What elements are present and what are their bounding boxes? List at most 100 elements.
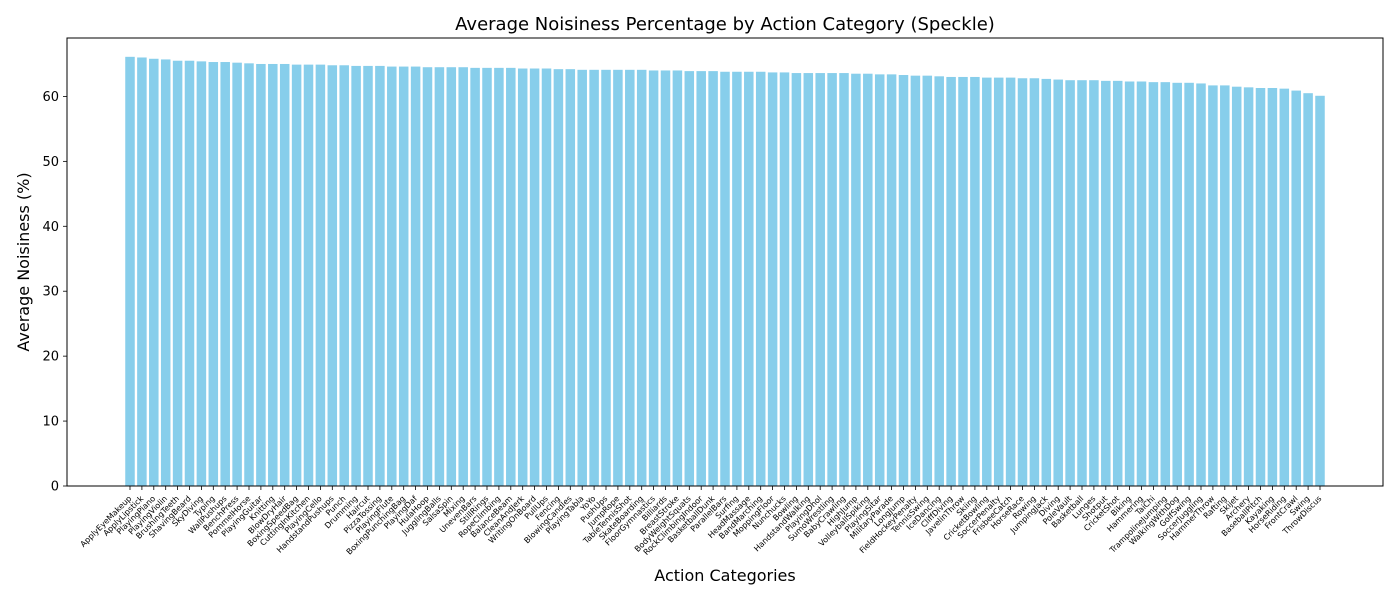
bar (577, 69, 587, 487)
bar (684, 71, 695, 487)
bar (1196, 83, 1206, 486)
bar (636, 69, 647, 487)
bar (1291, 90, 1301, 486)
bar (732, 71, 742, 486)
bar (708, 71, 718, 487)
bar (172, 60, 183, 486)
bar (589, 69, 599, 487)
bar (755, 71, 766, 486)
bar (1208, 85, 1218, 487)
bar (244, 63, 254, 486)
bar (375, 65, 385, 487)
bar (1041, 78, 1052, 486)
bar (827, 73, 837, 487)
bar (851, 73, 861, 486)
bar (970, 76, 980, 487)
bar (553, 69, 564, 486)
bar (137, 57, 147, 486)
y-tick-label: 60 (42, 90, 59, 105)
bar (125, 56, 135, 487)
bar (184, 60, 195, 486)
bar (1089, 80, 1099, 487)
bar (458, 67, 468, 486)
bar (803, 73, 814, 487)
bar (815, 73, 825, 487)
bar (1112, 80, 1123, 486)
bar (672, 70, 683, 486)
bar (1160, 82, 1171, 486)
bar (839, 73, 849, 487)
bar (1231, 86, 1242, 487)
bar (1053, 79, 1063, 486)
chart-title: Average Noisiness Percentage by Action C… (455, 14, 995, 35)
bar (1124, 81, 1135, 486)
bar (232, 62, 242, 487)
bar (517, 68, 528, 487)
bar (1172, 82, 1182, 487)
bar (1267, 87, 1278, 486)
bar (1029, 78, 1040, 487)
bar (1315, 95, 1325, 486)
bar (696, 71, 706, 487)
y-tick-label: 50 (42, 155, 59, 170)
bar (958, 76, 968, 487)
bar (946, 76, 956, 487)
bar (470, 67, 480, 486)
bar (1184, 82, 1194, 487)
bar (1220, 85, 1230, 487)
bar (922, 75, 933, 487)
bar (256, 63, 266, 487)
bar (720, 71, 730, 486)
bar (744, 71, 754, 486)
bar (1243, 87, 1254, 487)
bar (529, 68, 540, 487)
bar (446, 67, 457, 486)
bar (1017, 78, 1028, 487)
bar (315, 64, 326, 486)
bar (565, 69, 576, 486)
bar (208, 62, 219, 486)
bar (434, 67, 445, 486)
bar (351, 65, 361, 487)
bar (648, 70, 659, 486)
y-axis-ticks: 0 10 20 30 40 50 60 (42, 90, 67, 495)
plot-frame (66, 37, 1384, 487)
bar (1303, 93, 1313, 486)
bar (1136, 81, 1147, 486)
bar (874, 74, 885, 486)
bar (220, 62, 230, 486)
bar (541, 68, 552, 487)
bar (279, 63, 290, 487)
bar (398, 66, 409, 486)
bar (982, 77, 992, 486)
bar (410, 66, 421, 486)
y-tick-label: 40 (42, 220, 59, 235)
bar (660, 70, 671, 486)
y-tick-label: 0 (51, 480, 59, 495)
bar (291, 64, 302, 486)
bar (1148, 82, 1159, 486)
bar (1255, 87, 1266, 486)
bar (898, 75, 909, 486)
bar (160, 59, 171, 486)
x-axis-label: Action Categories (654, 566, 795, 585)
bar (1005, 77, 1016, 486)
bar (886, 74, 897, 486)
bar (791, 73, 802, 487)
bar (1065, 80, 1075, 487)
bar (1101, 80, 1111, 486)
bar (910, 75, 921, 487)
bar (767, 72, 778, 486)
bar (993, 77, 1004, 486)
y-tick-label: 20 (42, 350, 59, 365)
bar (506, 67, 516, 486)
bar (339, 65, 349, 486)
bar (625, 69, 635, 487)
bar (327, 65, 338, 486)
bar (363, 65, 373, 487)
y-tick-label: 30 (42, 285, 59, 300)
bar (422, 67, 433, 486)
bar (303, 64, 314, 486)
bar (494, 67, 504, 486)
